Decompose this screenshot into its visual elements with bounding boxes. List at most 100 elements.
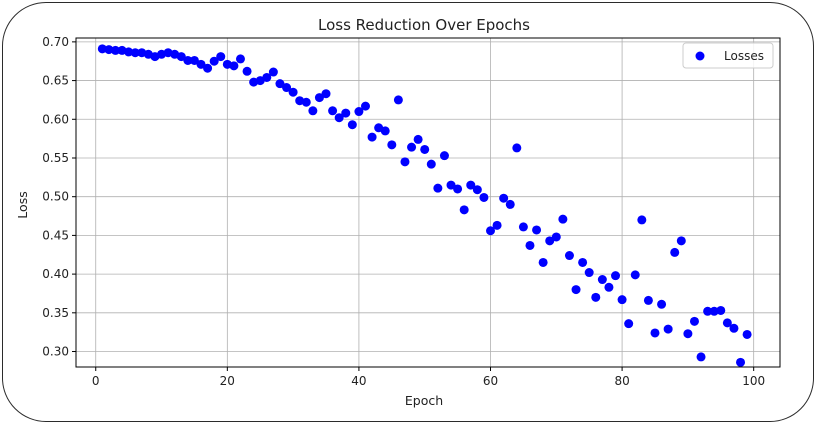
data-point (479, 192, 489, 202)
x-axis-ticks: 0 20 40 60 80 100 (92, 367, 765, 388)
data-point (275, 79, 285, 89)
data-point (564, 251, 574, 261)
x-tick-label: 40 (351, 374, 366, 388)
data-point (518, 222, 528, 232)
data-point (314, 93, 324, 103)
data-point (97, 44, 107, 54)
y-tick-label: 0.50 (42, 190, 69, 204)
data-point (597, 275, 607, 285)
data-point (328, 106, 338, 116)
data-point (130, 48, 140, 58)
data-point (545, 236, 555, 246)
x-tick-label: 0 (92, 374, 100, 388)
data-point (643, 295, 653, 305)
data-point (703, 306, 713, 316)
data-point (716, 305, 726, 315)
data-point (347, 120, 357, 130)
data-point (426, 159, 436, 169)
y-tick-label: 0.55 (42, 151, 69, 165)
data-point (407, 142, 417, 152)
data-point (262, 72, 272, 82)
x-tick-label: 20 (220, 374, 235, 388)
data-point (268, 67, 278, 77)
data-point (341, 108, 351, 118)
data-point (387, 140, 397, 150)
data-point (367, 132, 377, 142)
chart-title: Loss Reduction Over Epochs (318, 16, 530, 34)
data-point (176, 52, 186, 62)
y-tick-label: 0.60 (42, 112, 69, 126)
data-point (321, 89, 331, 99)
data-point (584, 268, 594, 278)
data-point (624, 319, 634, 329)
data-point (308, 106, 318, 116)
y-tick-label: 0.30 (42, 345, 69, 359)
data-point (189, 55, 199, 65)
figure-frame (2, 2, 814, 422)
grid-lines (76, 38, 780, 367)
data-point (124, 47, 134, 57)
y-tick-label: 0.35 (42, 306, 69, 320)
data-point (453, 184, 463, 194)
data-point (110, 45, 120, 55)
data-point (729, 323, 739, 333)
y-tick-label: 0.45 (42, 228, 69, 242)
data-point (235, 54, 245, 64)
y-tick-label: 0.40 (42, 267, 69, 281)
data-point (551, 232, 561, 242)
data-point (433, 183, 443, 193)
data-point (532, 225, 542, 235)
data-point (591, 292, 601, 302)
data-point (683, 329, 693, 339)
data-point (439, 151, 449, 161)
data-point (670, 247, 680, 257)
legend-box (682, 42, 774, 69)
data-point (709, 306, 719, 316)
data-point (203, 63, 213, 73)
plot-area-frame (75, 37, 781, 368)
legend: Losses (682, 42, 774, 69)
data-point (216, 52, 226, 62)
y-tick-label: 0.70 (42, 35, 69, 49)
data-point (420, 144, 430, 154)
data-point (525, 240, 535, 250)
data-point (505, 199, 515, 209)
data-point (571, 285, 581, 295)
x-tick-label: 100 (742, 374, 765, 388)
x-axis-label: Epoch (405, 393, 443, 408)
data-point (578, 257, 588, 267)
data-point (696, 352, 706, 362)
data-points (97, 44, 752, 367)
data-point (360, 101, 370, 111)
data-point (492, 220, 502, 230)
data-point (413, 134, 423, 144)
data-point (742, 329, 752, 339)
data-point (663, 324, 673, 334)
data-point (486, 226, 496, 236)
data-point (229, 61, 239, 71)
legend-label-losses: Losses (724, 49, 764, 63)
data-point (393, 95, 403, 105)
data-point (472, 185, 482, 195)
data-point (282, 83, 292, 93)
data-point (242, 66, 252, 76)
data-point (354, 107, 364, 117)
data-point (558, 214, 568, 224)
data-point (630, 270, 640, 280)
data-point (512, 143, 522, 153)
data-point (657, 299, 667, 309)
x-tick-label: 60 (483, 374, 498, 388)
legend-marker-losses (695, 51, 705, 61)
data-point (459, 205, 469, 215)
data-point (104, 45, 114, 55)
y-axis-label: Loss (15, 191, 30, 218)
data-point (183, 55, 193, 65)
y-tick-label: 0.65 (42, 74, 69, 88)
data-point (637, 215, 647, 225)
data-point (538, 257, 548, 267)
data-point (617, 295, 627, 305)
data-point (676, 236, 686, 246)
data-point (301, 97, 311, 107)
data-point (736, 357, 746, 367)
